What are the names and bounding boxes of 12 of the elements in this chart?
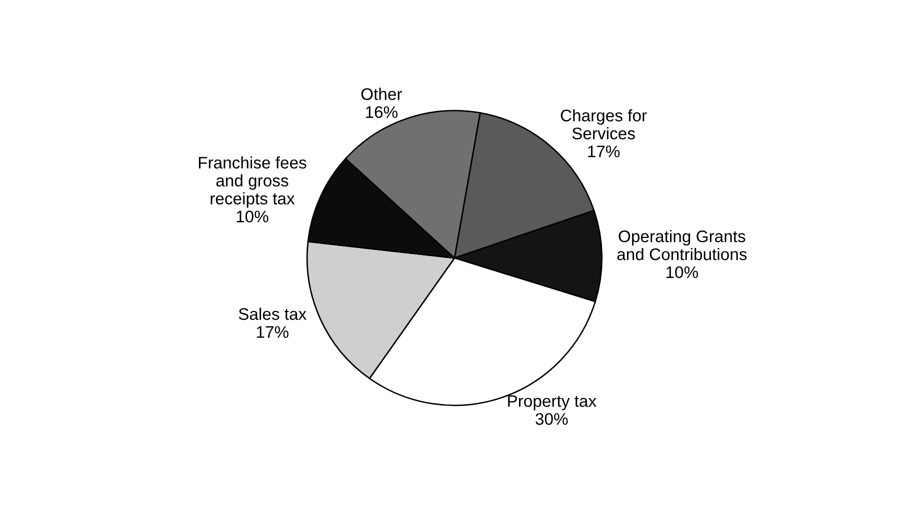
data-label: 10% [666,266,698,278]
data-label: 17% [588,146,620,158]
data-label: 17% [256,326,288,338]
slice-label: Property tax [508,395,596,410]
data-label: 30% [536,413,568,425]
slice-label: Other [361,88,402,100]
slice-label: Operating Grants and Contributions [617,230,747,260]
data-label: 16% [366,106,398,118]
slice-label: Charges for Services [560,109,647,140]
slice-label: Franchise fees and gross receipts tax [198,156,306,208]
data-label: 10% [236,210,268,222]
slice-label: Sales tax [238,308,306,320]
